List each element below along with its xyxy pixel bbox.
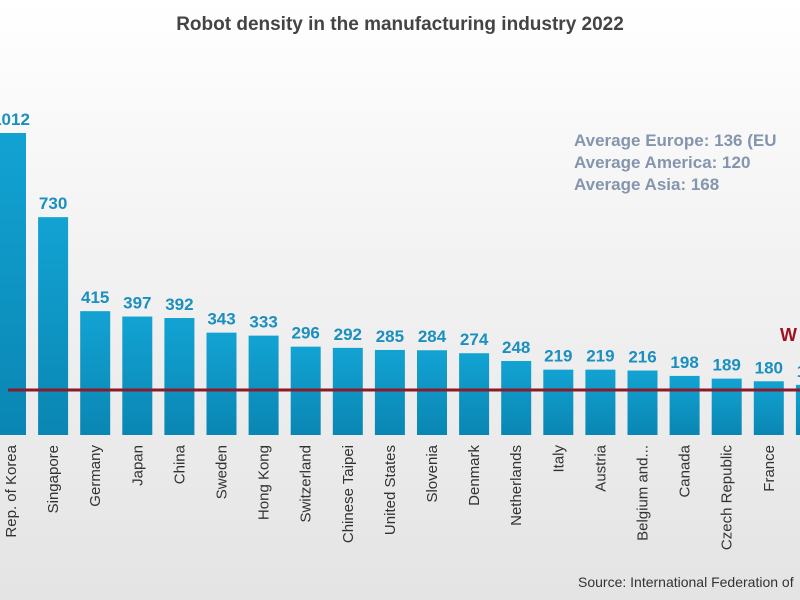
- category-label: Austria: [592, 444, 609, 491]
- data-label: 248: [502, 338, 530, 357]
- category-label: Sweden: [214, 445, 231, 499]
- data-label: 216: [628, 348, 656, 367]
- data-label: 219: [544, 347, 572, 366]
- bar-germany: [80, 311, 111, 435]
- data-label: 284: [418, 327, 447, 346]
- bar-japan: [122, 316, 153, 435]
- data-label: 343: [207, 310, 235, 329]
- category-label: Germany: [87, 445, 104, 507]
- category-label: Denmark: [466, 445, 483, 506]
- category-label: Switzerland: [298, 445, 315, 523]
- category-label: Japan: [129, 445, 146, 486]
- bar-canada: [669, 375, 700, 435]
- data-label: 333: [249, 313, 277, 332]
- source-note: Source: International Federation of: [578, 574, 794, 590]
- world-average-label: W: [780, 325, 797, 345]
- category-label: Slovenia: [424, 444, 441, 502]
- data-label: 415: [81, 288, 109, 307]
- bar-czech-republic: [711, 378, 742, 435]
- data-label: 168: [797, 362, 800, 381]
- category-label: Canada: [677, 444, 694, 497]
- category-label: United States: [382, 445, 399, 535]
- category-label: Italy: [550, 445, 567, 473]
- category-label: Netherlands: [508, 445, 525, 526]
- data-label: 180: [755, 358, 783, 377]
- chart-title: Robot density in the manufacturing indus…: [176, 14, 624, 35]
- bar-italy: [543, 369, 574, 435]
- bar-united-states: [374, 349, 405, 435]
- averages-annotation: Average Europe: 136 (EU Average America:…: [574, 130, 777, 196]
- bar-austria: [585, 369, 616, 435]
- bar-belgium-and-: [627, 370, 658, 435]
- data-label: 274: [460, 330, 489, 349]
- category-label: China: [171, 444, 188, 484]
- average-europe: Average Europe: 136 (EU: [574, 131, 777, 150]
- data-label: 397: [123, 294, 151, 313]
- bar-singapore: [38, 217, 69, 435]
- bar-hong-kong: [248, 335, 279, 435]
- category-label: Chinese Taipei: [340, 445, 357, 543]
- bar-denmark: [459, 353, 490, 435]
- category-label: Czech Republic: [719, 445, 736, 551]
- data-label: 292: [334, 325, 362, 344]
- category-label: Rep. of Korea: [3, 444, 20, 537]
- category-label: France: [761, 445, 778, 492]
- average-asia: Average Asia: 168: [574, 175, 720, 194]
- data-label: 189: [713, 356, 741, 375]
- data-label: 198: [670, 353, 698, 372]
- bar-unlabeled: [795, 384, 800, 435]
- category-label: Belgium and...: [635, 445, 652, 541]
- category-label: Hong Kong: [256, 445, 273, 520]
- bar-netherlands: [501, 360, 532, 435]
- data-label: 1012: [0, 110, 30, 129]
- data-label: 285: [376, 327, 404, 346]
- category-label: Singapore: [45, 445, 62, 513]
- average-america: Average America: 120: [574, 153, 751, 172]
- bar-sweden: [206, 332, 237, 435]
- data-label: 219: [586, 347, 614, 366]
- data-label: 730: [39, 194, 67, 213]
- data-label: 296: [292, 324, 320, 343]
- bar-slovenia: [417, 350, 447, 435]
- bar-rep-of-korea: [0, 133, 26, 435]
- bar-china: [164, 318, 195, 435]
- data-label: 392: [165, 295, 193, 314]
